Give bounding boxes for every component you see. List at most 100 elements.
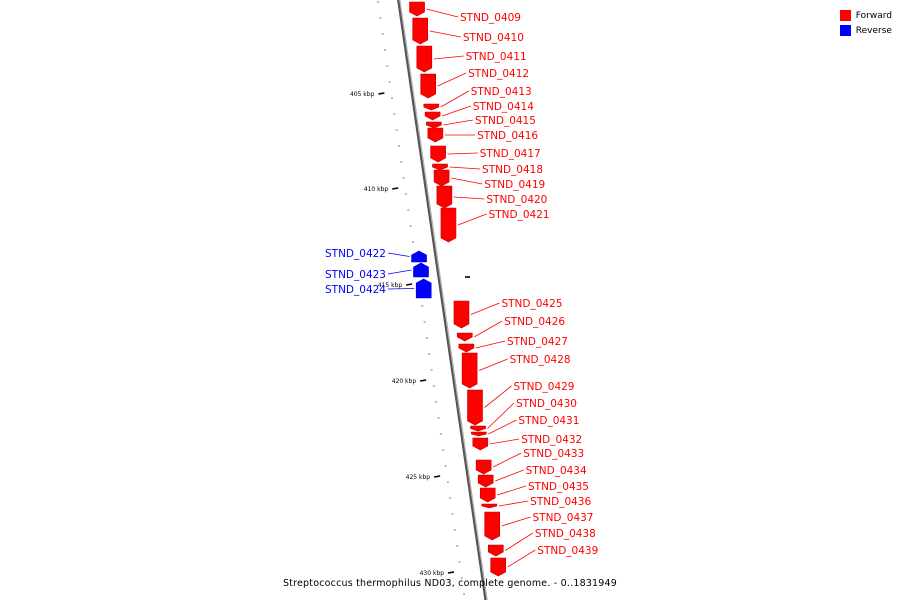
leader-line bbox=[437, 72, 467, 87]
tick-label: 430 kbp bbox=[420, 570, 445, 577]
tick-label: 415 kbp bbox=[378, 282, 403, 289]
tick-label: 425 kbp bbox=[406, 474, 431, 481]
gene-label: STND_0433 bbox=[523, 448, 584, 460]
leader-line bbox=[489, 438, 520, 445]
gene-block bbox=[411, 250, 427, 263]
gene-block bbox=[471, 431, 487, 437]
gene-label: STND_0423 bbox=[325, 269, 386, 281]
gene-block bbox=[412, 17, 429, 45]
leader-line bbox=[474, 320, 503, 338]
gene-block bbox=[427, 127, 444, 143]
gene-block bbox=[430, 145, 446, 163]
major-tick bbox=[406, 283, 413, 286]
leader-line bbox=[492, 452, 522, 468]
backbone-highlight bbox=[399, 0, 488, 600]
major-tick bbox=[392, 187, 399, 190]
legend-label-forward: Forward bbox=[855, 10, 892, 21]
legend-item-reverse: Reverse bbox=[839, 23, 892, 38]
gene-label: STND_0431 bbox=[518, 415, 579, 427]
leader-line bbox=[387, 288, 415, 290]
gene-label: STND_0436 bbox=[530, 496, 591, 508]
gene-label: STND_0425 bbox=[501, 298, 562, 310]
gene-label: STND_0414 bbox=[473, 101, 534, 113]
leader-line bbox=[475, 340, 506, 349]
gene-label: STND_0422 bbox=[325, 248, 386, 260]
leader-line bbox=[451, 177, 483, 185]
leader-line bbox=[495, 469, 524, 482]
gene-label: STND_0421 bbox=[489, 209, 550, 221]
gene-label: STND_0437 bbox=[533, 512, 594, 524]
gene-label: STND_0415 bbox=[475, 115, 536, 127]
gene-block bbox=[432, 163, 448, 171]
major-tick bbox=[378, 92, 385, 95]
leader-line bbox=[497, 485, 527, 496]
major-tick bbox=[420, 379, 427, 382]
gene-block bbox=[416, 45, 433, 73]
gene-label: STND_0434 bbox=[526, 465, 587, 477]
tick-label: 420 kbp bbox=[392, 378, 417, 385]
gene-label: STND_0426 bbox=[504, 316, 565, 328]
gene-label: STND_0429 bbox=[514, 381, 575, 393]
gene-block bbox=[456, 332, 473, 342]
leader-line bbox=[457, 213, 487, 226]
leader-line bbox=[501, 516, 531, 527]
gene-block bbox=[475, 459, 492, 475]
major-tick bbox=[447, 571, 455, 574]
map-caption: Streptococcus thermophilus ND03, complet… bbox=[282, 578, 618, 589]
gene-block bbox=[423, 103, 440, 111]
gene-block bbox=[470, 425, 486, 432]
gene-label: STND_0411 bbox=[466, 51, 527, 63]
gene-label: STND_0413 bbox=[471, 86, 532, 98]
gene-label: STND_0418 bbox=[482, 164, 543, 176]
gene-label: STND_0432 bbox=[521, 434, 582, 446]
gene-label: STND_0435 bbox=[528, 481, 589, 493]
gene-block bbox=[440, 207, 457, 243]
leader-line bbox=[478, 358, 508, 371]
leader-line bbox=[387, 252, 410, 257]
gene-label: STND_0439 bbox=[537, 545, 598, 557]
leader-line bbox=[433, 55, 464, 60]
leader-line bbox=[441, 105, 472, 117]
gene-label: STND_0438 bbox=[535, 528, 596, 540]
gene-block bbox=[453, 300, 470, 329]
gene-label: STND_0412 bbox=[468, 68, 529, 80]
leader-line bbox=[470, 302, 500, 315]
gene-block bbox=[461, 352, 478, 389]
tick-label: 405 kbp bbox=[350, 91, 375, 98]
gene-label: STND_0416 bbox=[477, 130, 538, 142]
gene-block bbox=[424, 111, 441, 121]
legend-item-forward: Forward bbox=[839, 8, 892, 23]
gene-label: STND_0428 bbox=[510, 354, 571, 366]
gene-block bbox=[433, 169, 450, 187]
leader-line bbox=[440, 90, 469, 108]
gene-block bbox=[409, 1, 425, 17]
leader-line bbox=[443, 119, 474, 126]
major-tick bbox=[433, 475, 441, 478]
gene-label: STND_0427 bbox=[507, 336, 568, 348]
gene-block bbox=[436, 185, 453, 209]
gene-label: STND_0417 bbox=[480, 148, 541, 160]
leader-line bbox=[488, 419, 517, 435]
gene-block bbox=[477, 474, 494, 488]
gene-block bbox=[479, 487, 496, 503]
gene-label: STND_0410 bbox=[463, 32, 524, 44]
legend-label-reverse: Reverse bbox=[855, 25, 892, 36]
gene-block bbox=[415, 278, 432, 299]
legend: Forward Reverse bbox=[839, 8, 892, 38]
leader-line bbox=[484, 385, 512, 408]
leader-line bbox=[498, 500, 529, 507]
gene-label: STND_0419 bbox=[484, 179, 545, 191]
gene-block bbox=[490, 557, 507, 577]
gene-block bbox=[426, 121, 442, 129]
gene-block bbox=[487, 544, 504, 557]
leader-line bbox=[429, 30, 461, 38]
leader-line bbox=[453, 196, 485, 200]
leader-line bbox=[449, 166, 481, 170]
gene-label: STND_0409 bbox=[460, 12, 521, 24]
leader-line bbox=[447, 152, 478, 155]
leader-line bbox=[387, 269, 412, 275]
forward-swatch-icon bbox=[839, 10, 851, 21]
gene-block bbox=[472, 437, 489, 451]
gene-block bbox=[484, 511, 501, 541]
